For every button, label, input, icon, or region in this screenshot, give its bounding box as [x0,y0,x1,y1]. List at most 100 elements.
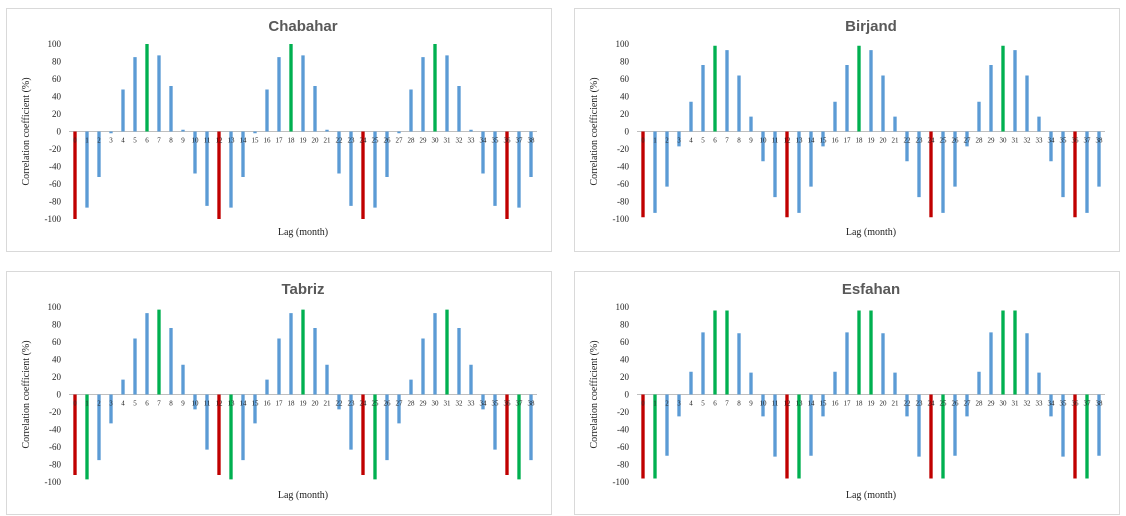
y-tick-label: -20 [617,407,629,417]
y-tick-label: 0 [625,390,630,400]
bar [1061,131,1065,198]
bar [761,131,765,162]
bar [797,394,801,479]
x-tick-label: 6 [145,400,149,408]
bar [953,394,957,456]
bar [385,394,389,461]
y-tick-label: 100 [48,302,62,312]
bar [689,371,693,395]
bar [433,313,437,395]
bar [517,131,521,208]
x-tick-label: 3 [109,137,113,145]
x-tick-label: 16 [264,400,272,408]
y-tick-label: -20 [49,407,61,417]
bar [1025,75,1029,132]
x-tick-label: 28 [408,400,416,408]
x-tick-label: 7 [157,400,161,408]
y-tick-label: -60 [49,179,61,189]
chart-title: Esfahan [842,281,900,298]
x-tick-label: 24 [360,137,368,145]
bar [373,131,377,208]
bar [1013,50,1017,132]
x-tick-label: 34 [1048,400,1056,408]
bar [361,394,365,475]
x-tick-label: 37 [1084,400,1092,408]
x-tick-label: 8 [169,137,173,145]
x-tick-label: 0 [641,400,645,408]
bar [725,50,729,132]
x-tick-label: 5 [701,400,705,408]
x-tick-label: 9 [181,400,185,408]
x-tick-label: 3 [677,400,681,408]
bar [205,394,209,450]
bar [713,45,717,132]
bar [433,44,437,132]
bar [653,131,657,213]
bar [313,328,317,395]
x-tick-label: 8 [737,400,741,408]
x-tick-label: 25 [940,400,948,408]
x-tick-label: 35 [1060,137,1068,145]
bar [85,131,89,208]
y-tick-label: -60 [49,442,61,452]
x-tick-label: 2 [665,400,669,408]
bar [505,394,509,475]
x-tick-label: 13 [796,137,804,145]
x-tick-label: 32 [1024,137,1032,145]
x-tick-label: 24 [928,137,936,145]
x-tick-label: 36 [504,137,512,145]
x-tick-label: 15 [252,137,260,145]
x-axis-title: Lag (month) [278,227,328,238]
bar [265,379,269,395]
y-tick-label: 40 [620,355,630,365]
x-tick-label: 28 [408,137,416,145]
bar [385,131,389,177]
y-tick-label: -100 [45,214,62,224]
x-tick-label: 1 [85,137,89,145]
y-tick-label: -40 [49,425,61,435]
bar [325,364,329,395]
bar [677,131,681,147]
bar [469,129,473,132]
bar [337,394,341,410]
x-tick-label: 4 [689,137,693,145]
y-tick-label: 20 [620,372,630,382]
x-tick-label: 35 [492,137,500,145]
bar [809,131,813,187]
bar [325,129,329,132]
x-tick-label: 29 [988,137,996,145]
x-tick-label: 28 [976,400,984,408]
x-tick-label: 5 [133,137,137,145]
bar [121,89,125,132]
bar [821,394,825,417]
x-tick-label: 13 [228,137,236,145]
bar [917,131,921,198]
bar [809,394,813,456]
bar [1085,131,1089,213]
bar [785,394,789,479]
bar [941,131,945,213]
x-tick-label: 38 [528,400,536,408]
bar [965,131,969,147]
bar [797,131,801,213]
x-tick-label: 12 [216,137,224,145]
bar [289,313,293,395]
bar [665,131,669,187]
bar [361,131,365,219]
x-tick-label: 31 [444,137,452,145]
bar [217,131,221,219]
x-tick-label: 15 [820,137,828,145]
bar [253,394,257,424]
x-tick-label: 11 [772,400,779,408]
chart-title: Birjand [845,18,897,35]
x-tick-label: 9 [181,137,185,145]
x-tick-label: 36 [1072,137,1080,145]
bar [157,309,161,395]
bar [421,57,425,132]
x-tick-label: 20 [312,400,320,408]
bar [85,394,89,480]
bar [301,55,305,132]
y-tick-label: 60 [620,337,630,347]
x-tick-label: 10 [192,400,200,408]
